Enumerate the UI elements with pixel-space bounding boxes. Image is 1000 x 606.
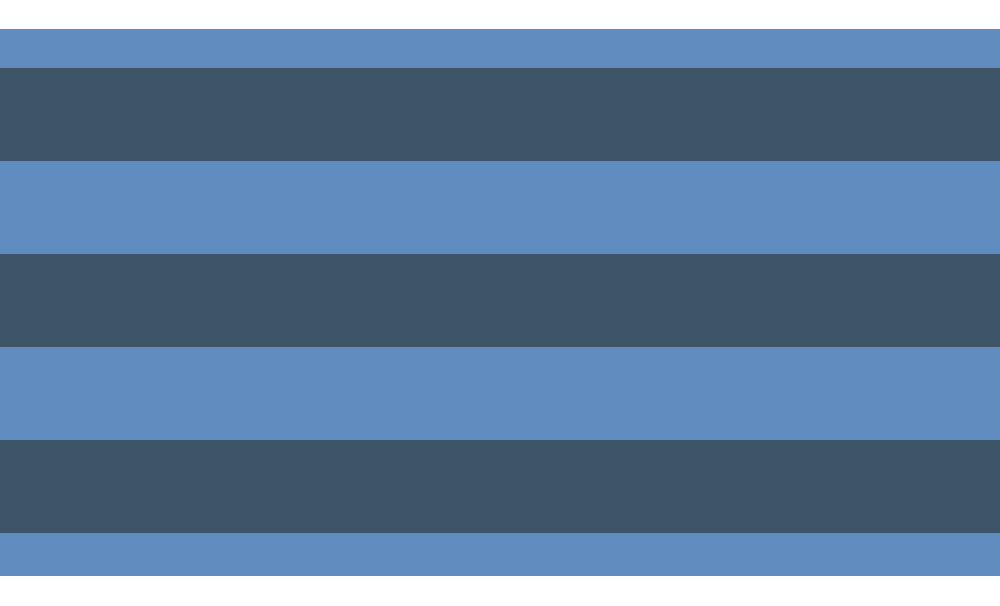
light-stripe [0, 161, 1000, 254]
dark-stripe [0, 254, 1000, 347]
light-stripe [0, 533, 1000, 576]
dark-stripe [0, 440, 1000, 533]
dark-stripe [0, 68, 1000, 161]
light-stripe [0, 29, 1000, 68]
light-stripe [0, 347, 1000, 440]
